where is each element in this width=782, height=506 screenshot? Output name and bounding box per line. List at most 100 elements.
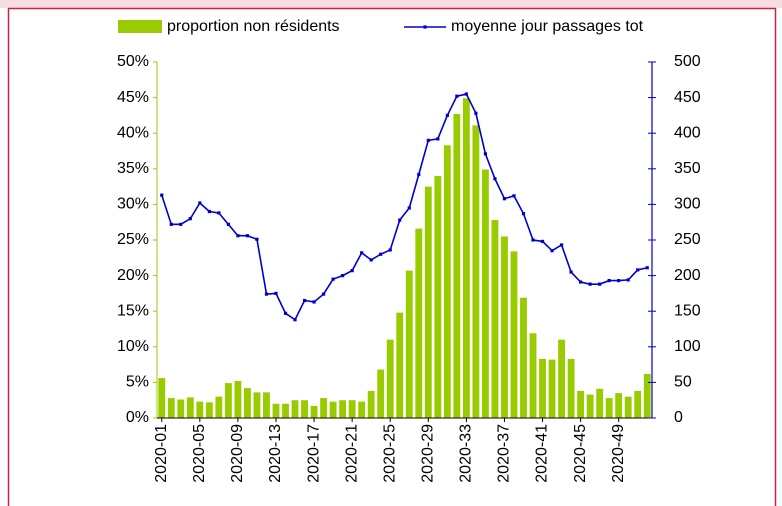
x-tick-label: 2020-37 — [496, 424, 513, 483]
x-tick-label: 2020-33 — [458, 424, 475, 483]
line-marker — [198, 201, 202, 205]
line-marker — [302, 298, 307, 303]
y2-tick-label: 150 — [674, 302, 701, 319]
legend-label: proportion non résidents — [167, 18, 340, 35]
line-marker — [388, 248, 392, 252]
line-marker — [350, 269, 354, 273]
bar — [215, 396, 223, 418]
line-marker — [521, 212, 526, 216]
bar — [415, 228, 423, 418]
bar — [291, 400, 299, 418]
y-tick-label: 50% — [117, 53, 149, 70]
line-marker — [455, 94, 459, 98]
line-marker — [255, 237, 259, 241]
line-marker — [321, 292, 326, 296]
frame — [7, 7, 777, 506]
bar — [481, 169, 489, 418]
line-marker — [379, 252, 383, 256]
line-marker — [531, 238, 535, 242]
line-marker — [264, 292, 269, 296]
bar — [443, 145, 451, 418]
line-marker — [331, 277, 335, 281]
bar — [596, 388, 604, 418]
bar — [586, 394, 594, 418]
bar — [253, 392, 261, 418]
x-tick-label: 2020-01 — [153, 424, 170, 483]
bar — [339, 400, 347, 418]
y-tick-label: 10% — [117, 338, 149, 355]
bar — [348, 400, 356, 418]
bar — [405, 270, 413, 418]
line-marker — [483, 152, 488, 156]
bar — [263, 392, 270, 418]
bar — [244, 388, 251, 418]
line-marker — [207, 209, 211, 214]
bar — [605, 398, 613, 418]
line-marker — [312, 300, 316, 304]
line-marker — [493, 177, 497, 181]
line-marker — [588, 282, 592, 286]
bar — [615, 393, 623, 418]
line-marker — [293, 318, 297, 322]
y2-tick-label: 250 — [674, 231, 701, 248]
bar — [577, 390, 585, 418]
line-marker — [645, 266, 649, 270]
line-marker — [464, 92, 468, 96]
legend-marker — [423, 25, 427, 29]
y-tick-label: 30% — [117, 196, 149, 213]
bar — [624, 396, 632, 418]
line — [160, 93, 648, 321]
bar — [501, 236, 508, 418]
bar — [643, 373, 651, 418]
line-marker — [636, 268, 640, 272]
bar — [367, 390, 375, 418]
y2-tick-label: 350 — [674, 160, 701, 177]
line-marker — [169, 222, 173, 226]
bar — [453, 113, 461, 418]
bar — [186, 397, 194, 418]
bar — [167, 398, 175, 418]
line-marker — [426, 138, 430, 142]
line-marker — [417, 172, 421, 177]
bar — [472, 125, 480, 419]
x-tick-label: 2020-09 — [229, 424, 246, 483]
y2-tick-label: 100 — [674, 338, 701, 355]
line-marker — [283, 311, 288, 315]
line-marker — [274, 291, 278, 295]
bar — [510, 251, 518, 418]
x-tick-label: 2020-13 — [267, 424, 284, 483]
line-marker — [436, 137, 440, 141]
bar — [282, 403, 289, 418]
legend-label: moyenne jour passages tot — [451, 18, 644, 35]
bar — [177, 399, 185, 418]
line-marker — [579, 280, 583, 284]
line-marker — [617, 278, 621, 283]
line-marker — [474, 111, 478, 115]
line-marker — [407, 206, 411, 210]
x-tick-label: 2020-25 — [381, 424, 398, 483]
x-tick-label: 2020-29 — [420, 424, 437, 483]
bar — [567, 358, 575, 418]
line-marker — [226, 222, 230, 226]
y2-tick-label: 300 — [674, 196, 701, 213]
line-marker — [217, 211, 221, 215]
line-marker — [512, 194, 516, 198]
line-marker — [626, 278, 630, 282]
line-marker — [569, 270, 573, 274]
x-tick-label: 2020-21 — [343, 424, 360, 483]
line-marker — [559, 243, 564, 247]
y-tick-label: 15% — [117, 302, 149, 319]
line-marker — [369, 258, 373, 262]
bar — [205, 402, 213, 418]
bar — [224, 383, 232, 418]
top-strip — [0, 0, 782, 8]
bar — [234, 380, 242, 418]
bar — [196, 401, 204, 418]
y2-tick-label: 450 — [674, 89, 701, 106]
x-tick-label: 2020-05 — [191, 424, 208, 483]
bar — [634, 390, 642, 418]
line-marker — [360, 251, 364, 255]
line-marker — [550, 249, 554, 253]
